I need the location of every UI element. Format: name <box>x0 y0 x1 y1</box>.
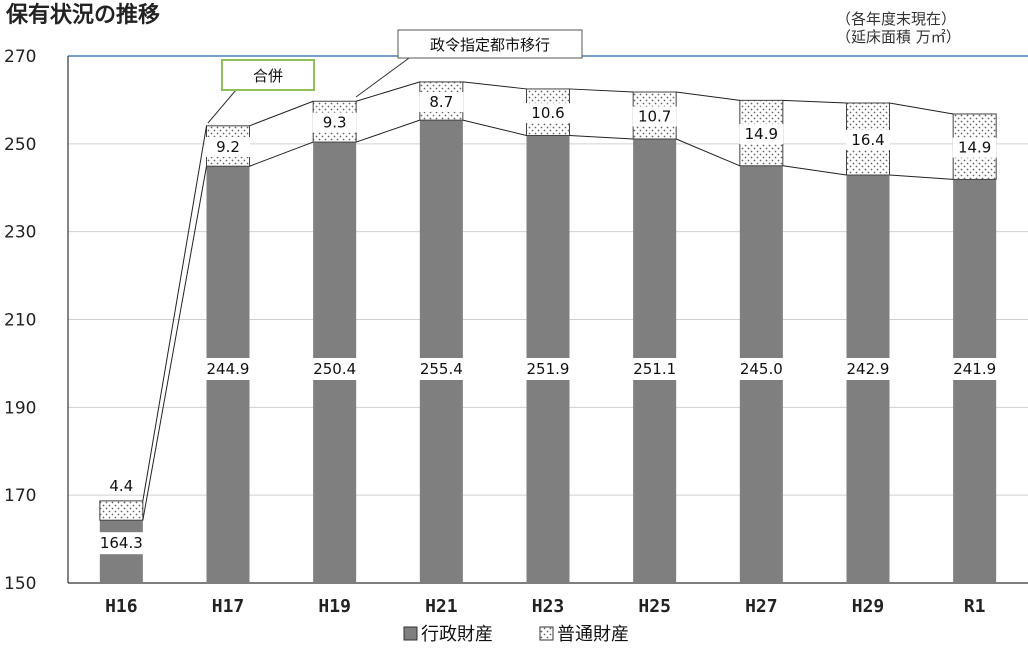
data-label-admin: 164.3 <box>100 534 143 552</box>
x-tick-label: H23 <box>532 596 565 617</box>
label-bg-admin-H23 <box>514 358 582 380</box>
label-bg-admin-H16 <box>87 532 156 555</box>
chart-note-unit: （延床面積 万㎡） <box>836 28 961 46</box>
data-label-admin: 244.9 <box>207 360 250 378</box>
y-tick-label: 270 <box>4 47 36 67</box>
data-label-general: 16.4 <box>851 131 884 149</box>
x-tick-label: H29 <box>852 596 885 617</box>
chart-note-date: （各年度末現在） <box>836 10 956 28</box>
data-label-general: 10.6 <box>531 104 564 122</box>
legend: 行政財産 普通財産 <box>403 624 629 645</box>
data-label-general: 10.7 <box>638 108 671 126</box>
line-admin-top <box>249 141 314 167</box>
data-label-general: 14.9 <box>958 139 991 157</box>
legend-label-admin: 行政財産 <box>421 624 493 645</box>
y-tick-label: 210 <box>4 311 36 331</box>
x-axis: H16 H17 H19 H21 H23 H25 H27 H29 R1 <box>105 596 985 617</box>
data-label-general: 14.9 <box>745 125 778 143</box>
y-tick-label: 250 <box>4 135 36 155</box>
legend-swatch-admin <box>403 626 418 641</box>
trend-lines <box>142 81 954 521</box>
data-label-admin: 241.9 <box>953 360 996 378</box>
x-tick-label: H19 <box>318 596 351 617</box>
legend-swatch-general <box>539 626 554 641</box>
x-tick-label: H25 <box>638 596 671 617</box>
y-tick-label: 150 <box>4 574 36 594</box>
data-label-admin: 242.9 <box>847 360 890 378</box>
chart-title: 保有状況の推移 <box>5 2 160 28</box>
data-label-general: 4.4 <box>109 477 133 495</box>
line-total-top <box>249 100 314 127</box>
y-tick-label: 170 <box>4 486 36 506</box>
data-label-admin: 251.1 <box>633 360 676 378</box>
label-bg-general-H21 <box>419 92 464 113</box>
line-total-top <box>889 102 954 115</box>
line-admin-top <box>569 134 634 140</box>
label-bg-general-H23 <box>526 103 570 124</box>
data-label-general: 9.2 <box>216 138 240 156</box>
line-admin-top <box>782 165 847 176</box>
line-admin-top <box>356 119 420 143</box>
label-bg-general-H27 <box>739 124 784 145</box>
label-bg-admin-H21 <box>407 358 476 380</box>
data-label-admin: 255.4 <box>420 360 463 378</box>
y-tick-label: 230 <box>4 223 36 243</box>
line-admin-top <box>462 119 527 136</box>
label-bg-admin-H29 <box>834 358 902 380</box>
line-total-top <box>462 81 527 90</box>
line-total-top <box>569 88 634 93</box>
x-tick-label: H16 <box>105 596 138 617</box>
label-bg-general-H25 <box>632 106 677 127</box>
data-label-admin: 245.0 <box>740 360 783 378</box>
annotation-designated-city-text: 政令指定都市移行 <box>430 36 550 54</box>
label-bg-general-H29 <box>846 130 890 151</box>
data-labels: 164.3 4.4 244.9 9.2 250.4 9.3 255.4 8.7 251.9 10.… <box>87 92 1009 555</box>
data-label-general: 8.7 <box>429 93 453 111</box>
annotation-merger-text: 合併 <box>253 67 283 85</box>
label-bg-admin-H25 <box>620 358 689 380</box>
label-bg-general-H17 <box>206 137 250 158</box>
y-axis: 150 170 190 210 230 250 270 <box>4 47 36 594</box>
x-tick-label: H17 <box>212 596 245 617</box>
label-bg-admin-H27 <box>727 358 796 380</box>
label-bg-admin-H19 <box>300 358 369 380</box>
line-total-top <box>782 99 847 104</box>
line-total-top <box>676 91 740 101</box>
annotation-designated-city: 政令指定都市移行 <box>355 29 583 98</box>
x-tick-label: R1 <box>964 596 986 617</box>
bars <box>99 81 997 584</box>
annotation-merger: 合併 <box>207 59 315 124</box>
label-bg-admin-H17 <box>194 358 262 380</box>
bar-admin-H21 <box>419 120 463 583</box>
data-label-admin: 251.9 <box>527 360 570 378</box>
legend-label-general: 普通財産 <box>557 624 629 645</box>
line-admin-top <box>889 174 954 180</box>
line-total-top <box>142 125 207 501</box>
y-tick-label: 190 <box>4 398 36 418</box>
data-label-general: 9.3 <box>323 114 347 132</box>
bar-general-H16 <box>99 500 144 521</box>
data-label-admin: 250.4 <box>313 360 356 378</box>
x-tick-label: H21 <box>425 596 458 617</box>
line-total-top <box>356 81 420 102</box>
line-admin-top <box>142 166 207 521</box>
label-bg-general-R1 <box>952 137 997 158</box>
x-tick-label: H27 <box>745 596 778 617</box>
label-bg-general-H19 <box>312 112 357 133</box>
label-bg-admin-R1 <box>940 358 1009 380</box>
line-admin-top <box>675 138 741 167</box>
bar-admin-R1 <box>953 179 997 584</box>
